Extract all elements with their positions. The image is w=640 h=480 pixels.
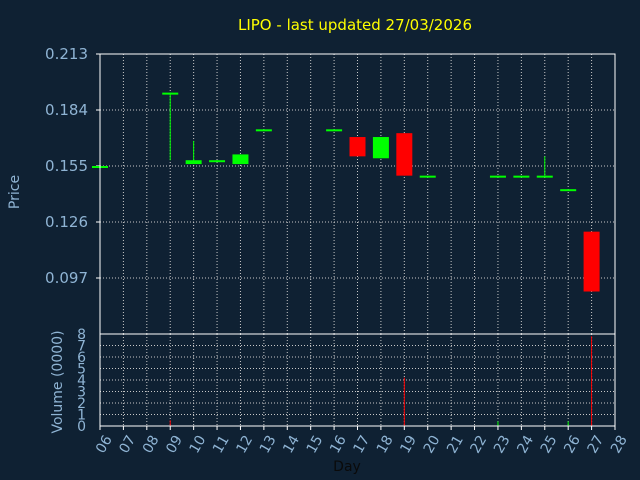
candle-body xyxy=(560,189,577,192)
price-tick-label: 0.213 xyxy=(45,45,88,63)
day-tick-label: 15 xyxy=(304,433,327,456)
candle xyxy=(513,175,530,178)
candle xyxy=(326,129,343,132)
candles xyxy=(92,92,600,292)
candle-body xyxy=(396,133,413,176)
day-tick-label: 07 xyxy=(116,433,139,456)
candle xyxy=(349,137,366,157)
candle xyxy=(162,92,179,161)
price-axis: 0.213 0.184 0.155 0.126 0.097 xyxy=(45,45,100,287)
day-tick-label: 10 xyxy=(187,433,210,456)
day-tick-label: 08 xyxy=(140,433,163,456)
volume-plot-frame xyxy=(99,333,616,427)
day-axis-label: Day xyxy=(333,459,361,475)
day-tick-label: 21 xyxy=(444,433,467,456)
day-tick-label: 14 xyxy=(280,433,303,457)
day-tick-label: 20 xyxy=(421,433,444,456)
price-tick-label: 0.097 xyxy=(45,269,88,287)
price-grid xyxy=(100,54,615,334)
volume-axis-label: Volume (0000) xyxy=(50,330,66,433)
candle-body xyxy=(185,160,202,165)
day-tick-label: 28 xyxy=(608,433,631,456)
volume-bars xyxy=(99,336,593,426)
day-tick-label: 26 xyxy=(561,433,584,457)
candle-body xyxy=(326,129,343,132)
volume-grid xyxy=(100,334,615,426)
day-tick-label: 25 xyxy=(538,433,561,456)
day-tick-label: 09 xyxy=(163,433,186,456)
volume-tick-label: 8 xyxy=(77,327,86,343)
candle-body xyxy=(255,129,272,132)
day-tick-label: 18 xyxy=(374,433,397,456)
volume-tick-label: 5 xyxy=(77,362,86,378)
price-tick-label: 0.126 xyxy=(45,213,88,231)
candle-body xyxy=(372,137,389,159)
price-tick-label: 0.155 xyxy=(45,157,88,175)
candle-body xyxy=(536,175,553,178)
day-tick-label: 13 xyxy=(257,433,280,456)
candle xyxy=(232,154,249,165)
candle xyxy=(396,133,413,176)
candle xyxy=(209,160,226,163)
day-tick-label: 16 xyxy=(327,433,350,457)
day-tick-label: 22 xyxy=(468,433,491,456)
day-tick-label: 27 xyxy=(585,433,608,456)
volume-tick-label: 7 xyxy=(77,339,86,355)
volume-tick-label: 0 xyxy=(77,419,86,435)
candle xyxy=(536,156,553,178)
day-tick-label: 19 xyxy=(397,433,420,456)
day-tick-label: 12 xyxy=(233,433,256,456)
price-axis-label: Price xyxy=(7,175,23,209)
candle-body xyxy=(583,231,600,292)
candle-body xyxy=(419,175,436,178)
chart-title: LIPO - last updated 27/03/2026 xyxy=(238,16,472,34)
candle xyxy=(372,137,389,159)
volume-tick-label: 3 xyxy=(77,385,86,401)
candle-body xyxy=(489,175,506,178)
volume-tick-label: 4 xyxy=(77,373,86,389)
day-tick-label: 24 xyxy=(514,433,537,457)
day-tick-label: 23 xyxy=(491,433,514,456)
candle-body xyxy=(232,154,249,165)
candle-body xyxy=(162,92,179,95)
candle xyxy=(489,175,506,178)
day-tick-label: 06 xyxy=(93,433,116,457)
candle xyxy=(583,231,600,292)
candle-body xyxy=(349,137,366,157)
day-tick-label: 11 xyxy=(210,433,233,456)
candle xyxy=(419,175,436,178)
candle-body xyxy=(209,160,226,163)
volume-tick-label: 1 xyxy=(77,408,86,424)
volume-tick-label: 6 xyxy=(77,350,86,366)
candle xyxy=(560,189,577,192)
candle-body xyxy=(513,175,530,178)
day-axis: 06 07 08 09 10 11 12 13 14 15 16 17 18 19 20 21 22 23 24 25… xyxy=(93,426,631,456)
day-tick-label: 17 xyxy=(351,433,374,456)
volume-tick-label: 2 xyxy=(77,396,86,412)
price-tick-label: 0.184 xyxy=(45,101,88,119)
candle xyxy=(185,140,202,165)
candle xyxy=(255,129,272,132)
